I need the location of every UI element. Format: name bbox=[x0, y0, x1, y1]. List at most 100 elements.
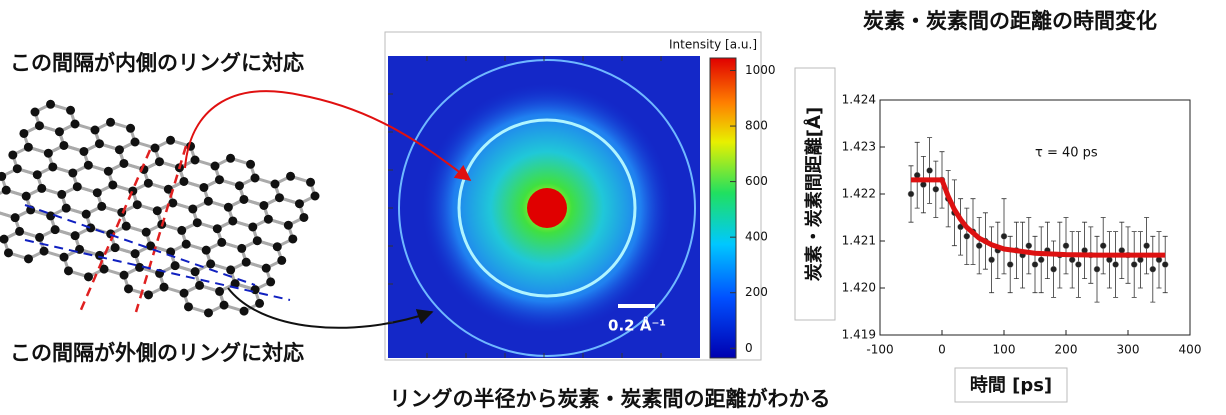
atom bbox=[24, 143, 33, 152]
atom bbox=[277, 256, 286, 265]
atom bbox=[131, 249, 140, 258]
atom bbox=[35, 121, 44, 130]
atom bbox=[106, 118, 115, 127]
atom bbox=[240, 307, 249, 316]
atom bbox=[204, 197, 213, 206]
atom bbox=[235, 181, 244, 190]
colorbar bbox=[710, 58, 736, 358]
data-point bbox=[933, 186, 939, 192]
atom bbox=[215, 287, 224, 296]
atom bbox=[266, 277, 275, 286]
data-point bbox=[920, 182, 926, 188]
colorbar-tick-label: 200 bbox=[745, 285, 768, 299]
atom bbox=[275, 193, 284, 202]
atom bbox=[95, 139, 104, 148]
outer-note: この間隔が外側のリングに対応 bbox=[10, 341, 304, 365]
data-point bbox=[1051, 266, 1057, 272]
data-point bbox=[914, 172, 920, 178]
atom bbox=[295, 199, 304, 208]
atom bbox=[124, 284, 133, 293]
atom bbox=[13, 164, 22, 173]
x-axis-label: 時間 [ps] bbox=[970, 375, 1052, 396]
atom bbox=[19, 129, 28, 138]
atom bbox=[91, 126, 100, 135]
data-point bbox=[1113, 262, 1119, 268]
atom bbox=[180, 289, 189, 298]
data-point bbox=[1131, 262, 1137, 268]
scale-bar-label: 0.2 Å⁻¹ bbox=[608, 316, 666, 335]
atom bbox=[153, 206, 162, 215]
data-point bbox=[1038, 257, 1044, 263]
atom bbox=[2, 186, 11, 195]
data-point bbox=[1007, 262, 1013, 268]
atom bbox=[259, 201, 268, 210]
data-point bbox=[976, 243, 982, 249]
atom bbox=[228, 216, 237, 225]
atom bbox=[104, 167, 113, 176]
atom bbox=[202, 246, 211, 255]
data-point bbox=[964, 233, 970, 239]
atom bbox=[255, 299, 264, 308]
atom bbox=[215, 175, 224, 184]
atom bbox=[251, 285, 260, 294]
atom bbox=[111, 243, 120, 252]
atom bbox=[59, 141, 68, 150]
graphene-lattice bbox=[0, 100, 320, 318]
atom bbox=[31, 108, 40, 117]
data-point bbox=[1156, 257, 1162, 263]
x-tick-label: 100 bbox=[993, 343, 1016, 357]
atom bbox=[284, 221, 293, 230]
data-point bbox=[1094, 266, 1100, 272]
atom bbox=[188, 204, 197, 213]
y-tick-label: 1.423 bbox=[842, 140, 876, 154]
atom bbox=[271, 180, 280, 189]
atom bbox=[184, 302, 193, 311]
fit-curve bbox=[911, 180, 1165, 255]
atom bbox=[44, 149, 53, 158]
atom bbox=[179, 177, 188, 186]
y-axis-label: 炭素・炭素間距離[Å] bbox=[802, 107, 825, 281]
plot-frame bbox=[880, 100, 1190, 335]
atom bbox=[262, 264, 271, 273]
atom bbox=[191, 267, 200, 276]
y-tick-label: 1.420 bbox=[842, 281, 876, 295]
atom bbox=[177, 226, 186, 235]
data-point bbox=[1100, 243, 1106, 249]
atom bbox=[84, 272, 93, 281]
atom bbox=[226, 265, 235, 274]
data-point bbox=[908, 191, 914, 197]
figure: この間隔が内側のリングに対応 この間隔が外側のリングに対応 リングの半径から炭素… bbox=[0, 0, 1226, 415]
atom bbox=[193, 218, 202, 227]
caption: リングの半径から炭素・炭素間の距離がわかる bbox=[390, 387, 831, 411]
data-point bbox=[1026, 243, 1032, 249]
atom bbox=[35, 233, 44, 242]
atom bbox=[286, 172, 295, 181]
atom bbox=[108, 180, 117, 189]
atom bbox=[40, 247, 49, 256]
atom bbox=[144, 179, 153, 188]
atom bbox=[155, 157, 164, 166]
data-point bbox=[1150, 266, 1156, 272]
data-point bbox=[1162, 262, 1168, 268]
atom bbox=[211, 162, 220, 171]
data-point bbox=[1063, 243, 1069, 249]
atom bbox=[51, 225, 60, 234]
y-tick-label: 1.424 bbox=[842, 93, 876, 107]
x-tick-label: -100 bbox=[866, 343, 893, 357]
atom bbox=[182, 240, 191, 249]
atom bbox=[122, 222, 131, 231]
atom bbox=[48, 162, 57, 171]
data-point bbox=[1001, 233, 1007, 239]
colorbar-label: Intensity [a.u.] bbox=[669, 38, 757, 52]
atom bbox=[220, 301, 229, 310]
x-tick-label: 200 bbox=[1055, 343, 1078, 357]
y-tick-label: 1.421 bbox=[842, 234, 876, 248]
colorbar-tick-label: 800 bbox=[745, 119, 768, 133]
atom bbox=[213, 224, 222, 233]
atom bbox=[160, 283, 169, 292]
atom bbox=[142, 228, 151, 237]
data-point bbox=[1032, 262, 1038, 268]
data-point bbox=[1137, 257, 1143, 263]
data-point bbox=[1106, 257, 1112, 263]
data-point bbox=[927, 168, 933, 174]
